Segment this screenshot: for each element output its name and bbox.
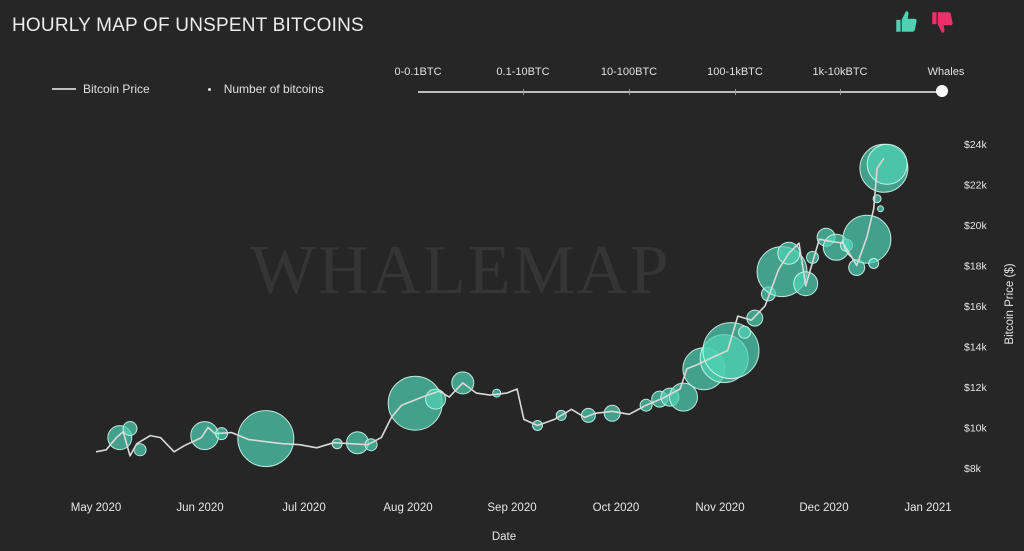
y-axis-label: Bitcoin Price ($) [1004,263,1016,344]
slider-tick [840,89,841,95]
slider-option-1[interactable]: 0.1-10BTC [496,66,550,78]
y-tick-label: $12k [964,382,988,394]
x-tick-label: Jan 2021 [904,502,951,514]
bubble[interactable] [237,410,295,468]
y-tick-label: $10k [964,423,988,435]
bubble[interactable] [866,143,908,185]
cohort-slider: 0-0.1BTC 0.1-10BTC 10-100BTC 100-1kBTC 1… [394,66,978,106]
page-title: HOURLY MAP OF UNSPENT BITCOINS [12,15,364,36]
slider-option-3[interactable]: 100-1kBTC [707,66,763,78]
watermark: WHALEMAP [250,232,670,309]
x-tick-label: May 2020 [71,502,122,514]
y-tick-label: $22k [964,180,988,192]
bubble[interactable] [868,258,880,269]
thumbs-up-icon[interactable] [893,9,919,35]
price-line [95,157,885,457]
bubble[interactable] [738,325,752,339]
x-tick-label: Nov 2020 [695,502,744,514]
x-tick-label: Sep 2020 [487,502,536,514]
legend-price-label: Bitcoin Price [83,82,150,96]
slider-tick [629,89,630,95]
x-tick-label: Jun 2020 [176,502,223,514]
slider-track[interactable] [418,91,942,93]
x-tick-label: Dec 2020 [799,502,848,514]
bubble[interactable] [877,205,884,213]
x-tick-label: Jul 2020 [282,502,325,514]
slider-option-0[interactable]: 0-0.1BTC [394,66,442,78]
y-axis: $8k $10k $12k $14k $16k $18k $20k $22k $24k [964,139,988,475]
y-tick-label: $24k [964,139,988,151]
legend-count-label: Number of bitcoins [223,82,324,96]
slider-tick [523,89,524,95]
y-tick-label: $8k [964,463,982,475]
y-tick-label: $20k [964,220,988,232]
bubble[interactable] [603,404,621,422]
slider-tick [735,89,736,95]
vote-buttons [893,9,955,35]
count-dot-swatch [207,87,211,91]
bubble[interactable] [746,309,764,327]
bubble[interactable] [492,388,502,398]
price-line-swatch [52,88,76,90]
slider-option-2[interactable]: 10-100BTC [600,66,658,78]
bubble[interactable] [122,421,138,436]
x-tick-label: Aug 2020 [383,502,432,514]
x-tick-label: Oct 2020 [593,502,640,514]
bubble[interactable] [190,421,220,451]
y-tick-label: $16k [964,301,988,313]
legend: Bitcoin Price Number of bitcoins [52,82,324,96]
y-tick-label: $18k [964,261,988,273]
x-axis-label: Date [492,531,516,543]
slider-option-5[interactable]: Whales [927,66,965,78]
slider-knob[interactable] [936,85,948,97]
thumbs-down-icon[interactable] [929,9,955,35]
y-tick-label: $14k [964,342,988,354]
slider-option-4[interactable]: 1k-10kBTC [812,66,868,78]
x-axis: May 2020 Jun 2020 Jul 2020 Aug 2020 Sep 2020… [71,502,952,514]
